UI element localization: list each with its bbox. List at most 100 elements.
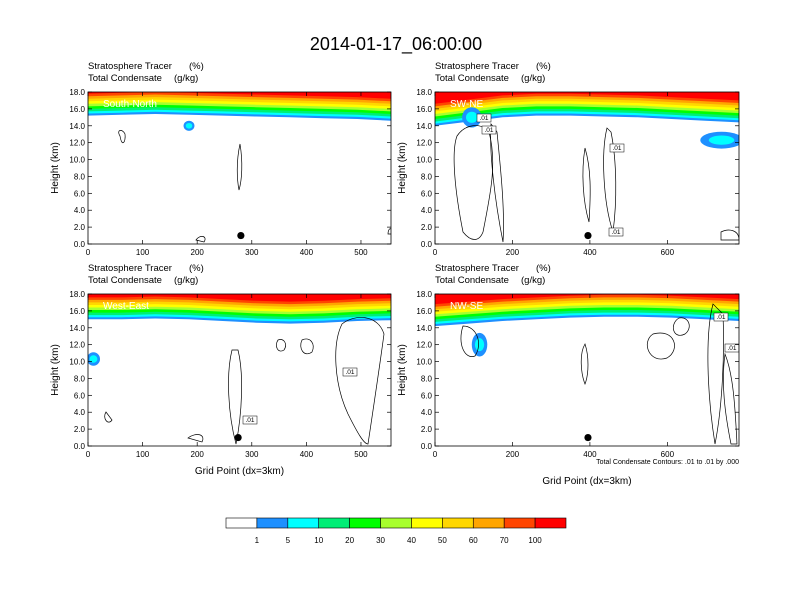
condensate-contour — [300, 338, 314, 355]
y-tick-label: 6.0 — [74, 189, 86, 198]
plot-frame — [434, 91, 740, 245]
x-tick-label: 200 — [191, 248, 205, 257]
tracer-patch-inner — [708, 135, 735, 145]
y-tick-label: 14.0 — [69, 122, 85, 131]
x-tick-label: 200 — [506, 450, 520, 459]
colorbar-label: 100 — [528, 536, 542, 545]
subtitle-condensate: Total Condensate — [435, 275, 509, 286]
y-tick-label: 14.0 — [69, 324, 85, 333]
contour-label-box — [713, 312, 729, 322]
contour-label-box — [476, 113, 492, 123]
x-tick-label: 500 — [354, 450, 368, 459]
location-marker — [234, 433, 242, 442]
y-tick-label: 8.0 — [74, 374, 86, 383]
x-tick-label: 100 — [136, 248, 150, 257]
subtitle-tracer-units: (%) — [536, 263, 551, 274]
x-tick-label: 0 — [86, 248, 91, 257]
contour-note: Total Condensate Contours: .01 to .01 by… — [596, 459, 739, 466]
y-tick-label: 12.0 — [416, 139, 432, 148]
colorbar-swatch — [287, 517, 320, 529]
contour-label-box — [609, 143, 625, 153]
colorbar-swatch — [534, 517, 567, 529]
contour-label: .01 — [716, 314, 725, 321]
condensate-contour — [582, 147, 591, 223]
condensate-contour — [707, 303, 724, 445]
y-tick-label: 4.0 — [74, 408, 86, 417]
panel-label: West-East — [103, 301, 149, 312]
y-tick-label: 16.0 — [69, 307, 85, 316]
y-tick-label: 6.0 — [421, 391, 433, 400]
panel-4: .01 .01 0.0 2.0 4.0 6.0 8.0 10.0 12.0 14.0 16.0 18.… — [397, 263, 740, 487]
contour-label-box — [608, 227, 624, 237]
colorbar-swatch — [503, 517, 536, 529]
condensate-contour — [672, 317, 690, 336]
plot-frame — [434, 293, 740, 447]
x-tick-label: 400 — [583, 450, 597, 459]
condensate-contour — [723, 352, 738, 445]
subtitle-tracer: Stratosphere Tracer — [435, 263, 519, 274]
condensate-contour — [647, 332, 675, 360]
contour-label-box — [481, 125, 497, 135]
plot-area — [88, 92, 391, 243]
x-tick-label: 400 — [300, 248, 314, 257]
y-tick-label: 10.0 — [416, 358, 432, 367]
condensate-contour — [228, 349, 242, 445]
y-tick-label: 14.0 — [416, 324, 432, 333]
subtitle-condensate-units: (g/kg) — [174, 73, 198, 84]
colorbar-swatch — [380, 517, 412, 529]
y-axis-label: Height (km) — [397, 142, 408, 194]
colorbar-swatch — [349, 517, 381, 529]
x-tick-label: 600 — [661, 450, 675, 459]
x-tick-label: 0 — [433, 248, 438, 257]
y-tick-label: 4.0 — [74, 206, 86, 215]
colorbar-label: 20 — [345, 536, 354, 545]
subtitle-condensate: Total Condensate — [435, 73, 509, 84]
y-tick-label: 0.0 — [421, 240, 433, 249]
contour-label: .01 — [727, 345, 736, 352]
y-tick-label: 12.0 — [416, 341, 432, 350]
panel-1: 0.0 2.0 4.0 6.0 8.0 10.0 12.0 14.0 16.0 18.0 0 100 2… — [50, 61, 392, 257]
tracer-band-top — [88, 294, 391, 302]
x-tick-label: 100 — [136, 450, 150, 459]
contour-label-box — [724, 343, 739, 353]
plot-frame — [87, 91, 392, 245]
colorbar-swatch — [442, 517, 474, 529]
condensate-contour — [276, 339, 286, 352]
x-tick-label: 400 — [300, 450, 314, 459]
x-tick-label: 300 — [245, 450, 259, 459]
panel-3: .01 .01 0.0 2.0 4.0 6.0 8.0 10.0 12.0 14.0 16.0 18.… — [50, 263, 392, 477]
y-tick-label: 2.0 — [421, 223, 433, 232]
x-tick-label: 400 — [583, 248, 597, 257]
contour-label: .01 — [484, 127, 493, 134]
subtitle-tracer: Stratosphere Tracer — [88, 61, 172, 72]
contour-label: .01 — [612, 145, 621, 152]
plot-area: .01 .01 — [88, 294, 391, 445]
condensate-contour — [720, 229, 739, 241]
plot-area: .01 .01 .01 .01 — [435, 92, 739, 243]
contour-label: .01 — [479, 115, 488, 122]
y-tick-label: 8.0 — [421, 172, 433, 181]
y-tick-label: 16.0 — [416, 105, 432, 114]
subtitle-condensate: Total Condensate — [88, 275, 162, 286]
y-tick-label: 18.0 — [69, 88, 85, 97]
contour-label: .01 — [245, 417, 254, 424]
colorbar-label: 60 — [469, 536, 478, 545]
x-tick-label: 300 — [245, 248, 259, 257]
colorbar-label: 1 — [255, 536, 260, 545]
y-tick-label: 12.0 — [69, 341, 85, 350]
x-tick-label: 500 — [354, 248, 368, 257]
figure-title: 2014-01-17_06:00:00 — [310, 34, 482, 55]
contour-label-box — [242, 415, 258, 425]
y-tick-label: 8.0 — [421, 374, 433, 383]
y-tick-label: 10.0 — [416, 156, 432, 165]
subtitle-condensate-units: (g/kg) — [521, 275, 545, 286]
colorbar-label: 10 — [314, 536, 323, 545]
colorbar-label: 5 — [286, 536, 291, 545]
x-tick-label: 0 — [86, 450, 91, 459]
subtitle-condensate: Total Condensate — [88, 73, 162, 84]
contour-label: .01 — [611, 229, 620, 236]
panel-2: .01 .01 .01 .01 0.0 2.0 4.0 6.0 8.0 10.0 12.0 14.0 1… — [397, 61, 740, 257]
y-tick-label: 2.0 — [74, 223, 86, 232]
location-marker — [584, 433, 592, 442]
tracer-patch-inner — [185, 122, 193, 129]
